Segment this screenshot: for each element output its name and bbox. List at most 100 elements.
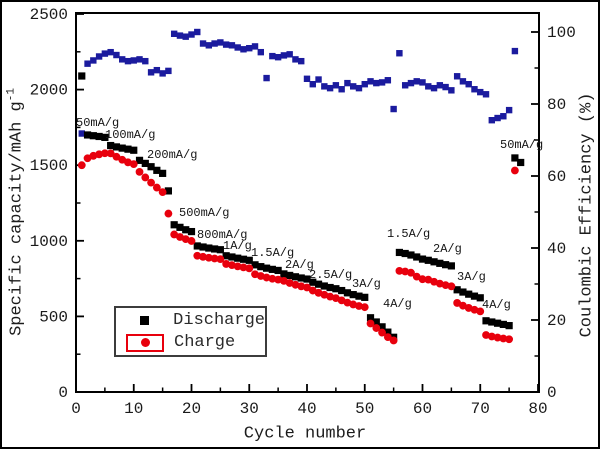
rate-annotation: 2.5A/g	[309, 268, 353, 282]
efficiency-point	[78, 130, 85, 137]
efficiency-point	[280, 52, 288, 59]
efficiency-point	[482, 91, 490, 98]
discharge-point	[176, 223, 184, 231]
charge-point	[511, 166, 519, 175]
discharge-point	[205, 244, 213, 252]
discharge-point	[268, 265, 276, 273]
discharge-point	[147, 163, 155, 171]
charge-circle-marker	[140, 338, 150, 347]
efficiency-point	[326, 84, 334, 92]
efficiency-point	[471, 86, 478, 93]
discharge-point	[153, 166, 161, 174]
discharge-point	[251, 261, 259, 269]
efficiency-point	[419, 79, 426, 86]
efficiency-point	[298, 57, 305, 65]
x-tick-label: 10	[124, 400, 143, 418]
y-right-tick-label: 60	[547, 168, 566, 186]
charge-point	[268, 274, 277, 283]
efficiency-point	[170, 30, 178, 37]
efficiency-point	[269, 52, 276, 60]
legend-marker-col	[116, 316, 173, 325]
x-tick-label: 60	[413, 400, 432, 418]
efficiency-point	[459, 78, 467, 85]
rate-annotation: 4A/g	[383, 297, 412, 311]
charge-point	[366, 319, 375, 328]
legend-row-charge: Charge	[116, 332, 265, 354]
rate-annotation: 2A/g	[285, 258, 314, 272]
discharge-point	[378, 323, 386, 331]
x-tick-label: 50	[355, 400, 374, 418]
charge-point	[378, 328, 386, 337]
y-right-tick-label: 80	[547, 96, 566, 114]
rate-annotation: 50mA/g	[500, 138, 544, 152]
discharge-point	[453, 286, 461, 294]
charge-point	[77, 161, 86, 170]
discharge-point	[83, 131, 92, 139]
efficiency-point	[373, 79, 380, 87]
discharge-point	[303, 275, 311, 283]
efficiency-point	[500, 113, 507, 120]
discharge-point	[159, 169, 167, 177]
discharge-point	[436, 259, 444, 267]
right-axis-title: Coulombic Efficiency (%)	[577, 92, 597, 338]
discharge-point	[182, 226, 190, 234]
discharge-point	[395, 248, 403, 257]
rate-annotation: 100mA/g	[105, 128, 156, 142]
x-tick-label: 20	[182, 400, 201, 418]
efficiency-point	[413, 78, 420, 85]
efficiency-point	[228, 42, 236, 49]
efficiency-point	[194, 28, 201, 36]
y-right-tick-label: 40	[547, 240, 566, 258]
efficiency-point	[240, 46, 247, 53]
discharge-point	[187, 227, 196, 236]
efficiency-point	[95, 53, 103, 60]
discharge-point	[309, 278, 317, 286]
charge-point	[389, 336, 398, 345]
efficiency-point	[246, 45, 253, 52]
discharge-point	[228, 253, 236, 261]
charge-point	[95, 150, 103, 159]
efficiency-point	[142, 57, 149, 65]
y-right-tick-label: 100	[547, 24, 576, 42]
charge-point	[499, 334, 508, 343]
charge-point	[233, 262, 242, 271]
charge-point	[193, 251, 202, 260]
efficiency-point	[176, 32, 184, 39]
rate-annotation: 50mA/g	[76, 116, 120, 130]
efficiency-point	[338, 86, 345, 93]
charge-point	[112, 152, 121, 161]
discharge-point	[280, 270, 288, 278]
discharge-point	[499, 320, 507, 329]
discharge-point	[124, 145, 132, 153]
efficiency-point	[505, 106, 513, 114]
charge-point	[152, 183, 161, 192]
efficiency-point	[90, 57, 97, 64]
discharge-point	[465, 290, 473, 298]
left-axis-title-superscript: -1	[5, 88, 18, 102]
rate-annotation: 1.5A/g	[251, 246, 295, 260]
discharge-point	[274, 266, 282, 275]
efficiency-point	[222, 41, 230, 48]
discharge-point	[234, 254, 242, 262]
charge-point	[216, 255, 225, 263]
x-tick-label: 0	[71, 400, 81, 418]
efficiency-point	[263, 74, 270, 82]
charge-point	[129, 160, 138, 169]
discharge-point	[291, 273, 300, 281]
charge-point	[204, 253, 213, 262]
efficiency-point	[234, 44, 241, 51]
x-tick-label: 30	[240, 400, 259, 418]
efficiency-point	[182, 33, 189, 40]
efficiency-point	[199, 40, 207, 47]
discharge-square-marker	[140, 316, 150, 325]
efficiency-point	[292, 56, 299, 63]
efficiency-point	[217, 39, 224, 46]
discharge-point	[135, 156, 144, 164]
rate-annotation: 1A/g	[223, 239, 252, 253]
efficiency-point	[101, 50, 109, 57]
rate-annotation: 800mA/g	[197, 228, 248, 242]
discharge-point	[517, 158, 525, 167]
y-left-tick-label: 1000	[30, 233, 68, 251]
legend-label-discharge: Discharge	[173, 311, 265, 330]
